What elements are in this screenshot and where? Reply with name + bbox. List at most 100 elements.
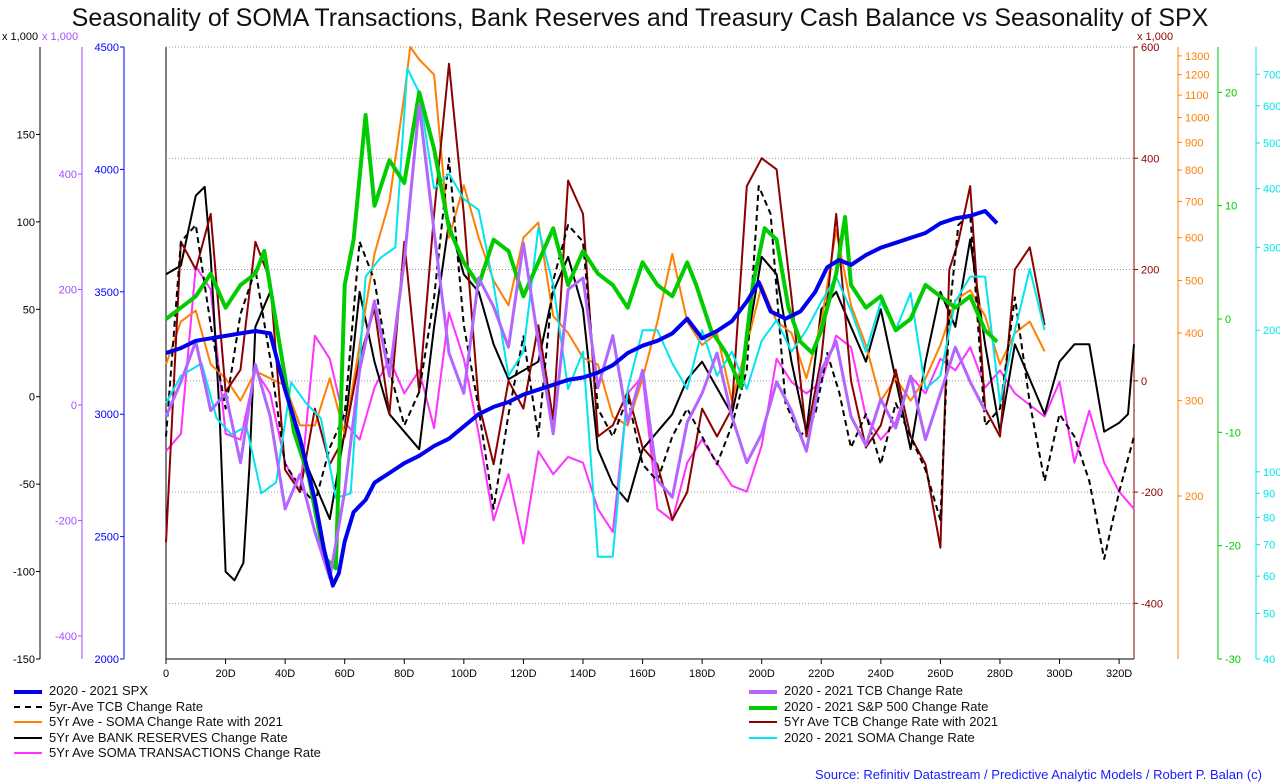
y-tick-label-orange: 800 — [1185, 165, 1203, 177]
series-line-1 — [165, 209, 999, 588]
legend-swatch — [749, 736, 777, 739]
y-tick-label-darkred: -200 — [1141, 487, 1163, 499]
x-tick-label: 160D — [629, 668, 655, 680]
y-tick-label-darkred: -400 — [1141, 598, 1163, 610]
y-tick-label-green: 20 — [1225, 87, 1237, 99]
x-tick-label: 0 — [163, 668, 169, 680]
series-line-8 — [165, 67, 1046, 558]
y-tick-label-orange: 200 — [1185, 491, 1203, 503]
y-tick-label-blue: 3000 — [95, 409, 119, 421]
legend-swatch — [14, 721, 42, 723]
x-tick-label: 100D — [451, 668, 477, 680]
y-tick-label-orange: 1200 — [1185, 70, 1209, 82]
legend-label: 5yr-Ave TCB Change Rate — [49, 698, 204, 714]
y-tick-label-blue: 2000 — [95, 654, 119, 666]
y-tick-label-cyan: 70 — [1263, 540, 1275, 552]
y-tick-label-orange: 1300 — [1185, 51, 1209, 63]
series-line-6 — [165, 62, 1046, 549]
y-tick-label-cyan: 90 — [1263, 488, 1275, 500]
legend-swatch — [14, 752, 42, 754]
y-tick-label-green: -20 — [1225, 541, 1241, 553]
y-tick-label-blue: 2500 — [95, 532, 119, 544]
y-tick-label-orange: 900 — [1185, 137, 1203, 149]
x-tick-label: 200D — [749, 668, 775, 680]
legend-swatch — [749, 721, 777, 723]
y-tick-label-orange: 500 — [1185, 276, 1203, 288]
x-tick-label: 60D — [335, 668, 355, 680]
y-tick-label-cyan: 400 — [1263, 184, 1280, 196]
legend-item: 5Yr Ave - SOMA Change Rate with 2021 — [14, 714, 534, 730]
y-tick-label-green: -30 — [1225, 654, 1241, 666]
y-tick-label-violet: -400 — [55, 631, 77, 643]
y-tick-label-black: 0 — [29, 392, 35, 404]
x-tick-label: 240D — [868, 668, 894, 680]
x-tick-label: 300D — [1046, 668, 1072, 680]
legend-item: 2020 - 2021 TCB Change Rate — [749, 683, 1269, 699]
y-axis-multiplier-darkred: x 1,000 — [1137, 31, 1173, 43]
x-tick-label: 280D — [987, 668, 1013, 680]
y-tick-label-black: -100 — [13, 567, 35, 579]
legend-item: 2020 - 2021 SPX — [14, 683, 534, 699]
series-line-5 — [165, 46, 1046, 436]
source-note: Source: Refinitiv Datastream / Predictiv… — [814, 767, 1262, 782]
y-axis-multiplier-black: x 1,000 — [2, 31, 38, 43]
legend-item: 5yr-Ave TCB Change Rate — [14, 699, 534, 715]
chart-title: Seasonality of SOMA Transactions, Bank R… — [71, 4, 1209, 32]
legend-swatch — [749, 690, 777, 694]
y-tick-label-blue: 4000 — [95, 164, 119, 176]
y-tick-label-darkred: 600 — [1141, 42, 1159, 54]
legend-label: 5Yr Ave - SOMA Change Rate with 2021 — [49, 714, 283, 729]
y-tick-label-darkred: 200 — [1141, 265, 1159, 277]
legend-label: 2020 - 2021 SPX — [49, 683, 149, 698]
series-line-2 — [164, 103, 987, 580]
legend-label: 5Yr Ave TCB Change Rate with 2021 — [784, 714, 999, 729]
legend-swatch — [14, 690, 42, 694]
y-tick-label-blue: 4500 — [95, 42, 119, 54]
y-tick-label-cyan: 700 — [1263, 69, 1280, 81]
legend-item: 5Yr Ave BANK RESERVES Change Rate — [14, 730, 534, 746]
legend-item: 2020 - 2021 S&P 500 Change Rate — [749, 699, 1269, 715]
legend-label: 5Yr Ave SOMA TRANSACTIONS Change Rate — [49, 745, 321, 760]
y-tick-label-black: -150 — [13, 654, 35, 666]
y-tick-label-orange: 600 — [1185, 233, 1203, 245]
y-tick-label-cyan: 500 — [1263, 138, 1280, 150]
y-tick-label-cyan: 50 — [1263, 608, 1275, 620]
x-tick-label: 260D — [927, 668, 953, 680]
legend-item: 5Yr Ave TCB Change Rate with 2021 — [749, 714, 1269, 730]
y-tick-label-cyan: 60 — [1263, 571, 1275, 583]
x-tick-label: 140D — [570, 668, 596, 680]
y-tick-label-violet: 200 — [59, 284, 77, 296]
y-tick-label-orange: 700 — [1185, 196, 1203, 208]
legend-label: 5Yr Ave BANK RESERVES Change Rate — [49, 729, 288, 745]
legend-label: 2020 - 2021 SOMA Change Rate — [784, 729, 975, 745]
y-tick-label-cyan: 200 — [1263, 325, 1280, 337]
legend-item: 2020 - 2021 SOMA Change Rate — [749, 730, 1269, 746]
y-tick-label-cyan: 80 — [1263, 512, 1275, 524]
x-tick-label: 220D — [808, 668, 834, 680]
series-line-9 — [165, 265, 1135, 545]
y-tick-label-orange: 1100 — [1185, 90, 1209, 102]
x-tick-label: 80D — [394, 668, 414, 680]
y-tick-label-cyan: 40 — [1263, 654, 1275, 666]
y-tick-label-blue: 3500 — [95, 287, 119, 299]
y-tick-label-darkred: 0 — [1141, 376, 1147, 388]
y-tick-label-orange: 400 — [1185, 328, 1203, 340]
y-tick-label-black: 50 — [23, 304, 35, 316]
y-tick-label-green: -10 — [1225, 427, 1241, 439]
y-axis-multiplier-violet: x 1,000 — [42, 31, 78, 43]
legend-item: 5Yr Ave SOMA TRANSACTIONS Change Rate — [14, 745, 534, 761]
legend-right: 2020 - 2021 TCB Change Rate 2020 - 2021 S… — [749, 683, 1269, 745]
y-tick-label-violet: 400 — [59, 169, 77, 181]
y-tick-label-darkred: 400 — [1141, 153, 1159, 165]
y-tick-label-black: 150 — [17, 129, 35, 141]
legend-swatch — [749, 705, 777, 710]
legend-label: 2020 - 2021 S&P 500 Change Rate — [784, 698, 989, 714]
x-tick-label: 20D — [215, 668, 235, 680]
legend-swatch — [14, 736, 42, 739]
y-tick-label-green: 10 — [1225, 201, 1237, 213]
x-tick-label: 120D — [510, 668, 536, 680]
y-tick-label-green: 0 — [1225, 314, 1231, 326]
y-tick-label-black: 100 — [17, 217, 35, 229]
y-tick-label-cyan: 300 — [1263, 242, 1280, 254]
